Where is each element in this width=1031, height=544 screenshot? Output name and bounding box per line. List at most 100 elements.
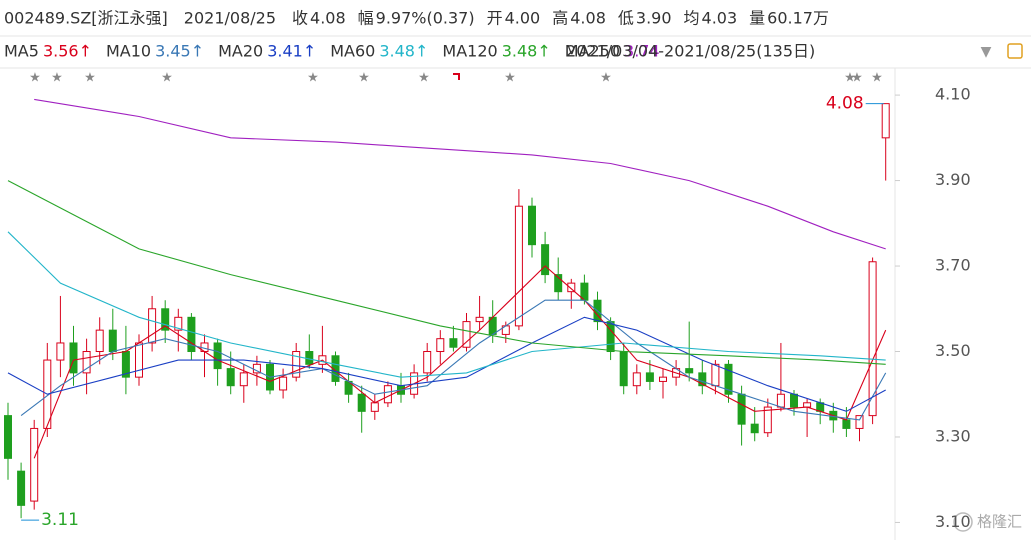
- legend-value: 3.48↑: [379, 42, 428, 61]
- candle: [541, 231, 550, 284]
- candle: [685, 321, 694, 382]
- header-value: 9.97%(0.37): [376, 9, 475, 28]
- candle-body: [161, 308, 170, 331]
- header-value: 4.08: [570, 9, 606, 28]
- ma-line: [7, 316, 886, 412]
- candle: [475, 295, 484, 331]
- candle: [357, 385, 366, 433]
- candle-body: [69, 342, 78, 374]
- y-tick-label: 4.10: [935, 85, 971, 104]
- candle: [56, 295, 65, 378]
- event-star[interactable]: ★: [307, 71, 319, 86]
- header-label: 量: [749, 9, 765, 28]
- candle-body: [357, 393, 366, 412]
- header-label: 幅: [358, 9, 374, 28]
- candle: [82, 338, 91, 395]
- candle-body: [567, 282, 576, 293]
- watermark: 格隆汇: [953, 512, 1022, 532]
- lock-icon[interactable]: [1007, 43, 1023, 59]
- event-star[interactable]: ★: [844, 71, 856, 86]
- candle-body: [436, 338, 445, 353]
- candle: [436, 330, 445, 365]
- candle-body: [619, 351, 628, 387]
- candle-body: [135, 342, 143, 378]
- candle: [724, 360, 733, 403]
- candle: [161, 300, 170, 343]
- candle-body: [776, 393, 785, 408]
- candle-body: [711, 363, 720, 387]
- header-value: 4.03: [702, 9, 738, 28]
- candle: [554, 257, 563, 301]
- candle: [69, 325, 78, 386]
- header-label: 开: [487, 9, 503, 28]
- event-stars: ★ ★ ★ ★ ★ ★ ★ ★ ★ ★ ★ ★: [29, 71, 883, 86]
- event-star[interactable]: ★: [418, 71, 430, 86]
- y-tick-label: 3.30: [935, 426, 971, 445]
- candle-body: [528, 205, 536, 246]
- candle-body: [737, 393, 746, 425]
- candle-body: [370, 402, 379, 412]
- candle-body: [632, 372, 641, 387]
- header-label: 低: [618, 9, 634, 28]
- y-tick-label: 3.10: [935, 512, 971, 531]
- candle-body: [423, 351, 432, 374]
- header-label: 高: [552, 9, 568, 28]
- candle-body: [606, 321, 615, 353]
- candle-body: [174, 316, 183, 331]
- candle-body: [95, 329, 104, 353]
- ma-line: [7, 180, 886, 365]
- legend-value: 3.48↑: [502, 42, 551, 61]
- event-star[interactable]: ★: [358, 71, 370, 86]
- event-star[interactable]: ★: [51, 71, 63, 86]
- candle: [462, 313, 471, 352]
- candle-body: [541, 244, 550, 276]
- header-label: 2021/08/25: [184, 9, 276, 28]
- event-flag: [453, 73, 460, 80]
- candle: [632, 364, 641, 395]
- ma-line: [33, 265, 887, 459]
- header-value: 3.90: [636, 9, 672, 28]
- header-label: 收: [292, 9, 308, 28]
- event-star[interactable]: ★: [851, 71, 863, 86]
- range-label: 2021/03/04-2021/08/25(135日): [566, 42, 815, 61]
- candle-body: [239, 372, 248, 387]
- legend-value: 3.41↑: [267, 42, 316, 61]
- candle: [698, 360, 707, 395]
- candle-body: [868, 261, 877, 417]
- candle-body: [554, 274, 563, 293]
- candle-body: [855, 415, 864, 429]
- event-star[interactable]: ★: [504, 71, 516, 86]
- candle-body: [4, 415, 12, 459]
- dropdown-icon[interactable]: ▼: [981, 44, 992, 60]
- candle-body: [514, 205, 523, 327]
- event-star[interactable]: ★: [161, 71, 173, 86]
- legend-name: MA250: [565, 42, 620, 61]
- candle: [213, 338, 222, 386]
- candle-body: [750, 423, 759, 434]
- candle-body: [698, 372, 707, 387]
- header-value: 4.08: [310, 9, 346, 28]
- candle-body: [659, 376, 667, 382]
- candle-body: [187, 316, 196, 353]
- candle: [383, 381, 392, 408]
- legend-value: 3.45↑: [155, 42, 204, 61]
- event-star[interactable]: ★: [600, 71, 612, 86]
- candle-body: [842, 419, 851, 429]
- candle-body: [462, 321, 471, 348]
- candle-body: [213, 342, 222, 370]
- event-star[interactable]: ★: [84, 71, 96, 86]
- candle: [292, 342, 301, 382]
- event-star[interactable]: ★: [871, 71, 883, 86]
- candle-body: [645, 372, 654, 382]
- watermark-logo: [953, 512, 973, 532]
- event-star[interactable]: ★: [29, 71, 41, 86]
- y-tick-label: 3.70: [935, 256, 971, 275]
- candle: [17, 462, 26, 519]
- candle-body: [763, 406, 772, 434]
- legend-name: MA120: [442, 42, 497, 61]
- candle-body: [383, 385, 392, 404]
- candle: [659, 368, 667, 399]
- candle: [750, 407, 759, 442]
- watermark-text: 格隆汇: [977, 513, 1022, 531]
- ma-line: [20, 299, 887, 421]
